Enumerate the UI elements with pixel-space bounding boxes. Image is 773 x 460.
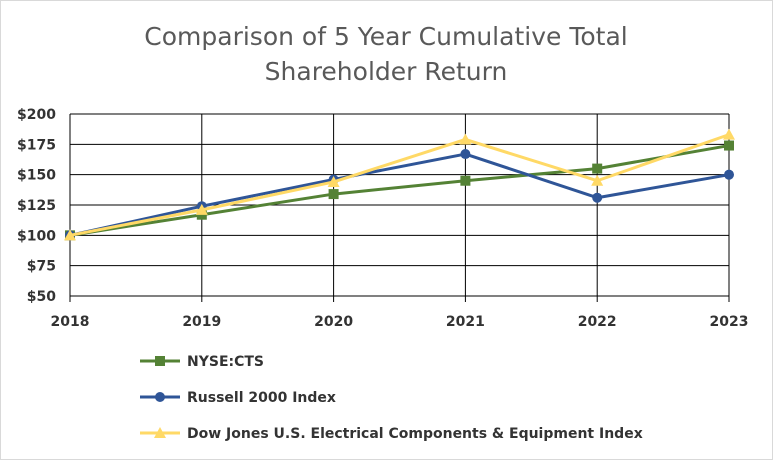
series-line xyxy=(69,144,730,237)
legend-entry-3: Dow Jones U.S. Electrical Components & E… xyxy=(140,426,643,442)
y-tick-label: $200 xyxy=(17,107,56,123)
data-point xyxy=(724,140,734,151)
legend-entry-1: NYSE:CTS xyxy=(140,354,264,370)
data-point xyxy=(195,203,208,215)
data-point xyxy=(328,189,339,200)
x-tick-label: 2021 xyxy=(446,314,485,330)
y-tick-label: $100 xyxy=(17,228,56,244)
legend-marker xyxy=(154,427,166,438)
chart-title-line-1: Comparison of 5 Year Cumulative Total xyxy=(144,22,627,51)
data-point xyxy=(460,149,471,160)
data-point xyxy=(592,163,603,174)
series-line xyxy=(69,133,730,237)
data-point xyxy=(592,192,603,203)
data-point xyxy=(724,169,734,180)
data-point xyxy=(64,229,76,241)
legend-label: Dow Jones U.S. Electrical Components & E… xyxy=(187,426,643,442)
y-tick-label: $50 xyxy=(27,289,56,305)
data-point xyxy=(723,128,735,140)
x-axis-ticks: 2018 2019 2020 2021 2022 2023 xyxy=(51,314,749,330)
series-layer xyxy=(64,128,735,241)
y-tick-label: $150 xyxy=(17,168,56,184)
legend: NYSE:CTS Russell 2000 Index Dow Jones U.S.… xyxy=(140,354,643,442)
series-3 xyxy=(64,128,735,241)
data-point xyxy=(591,174,604,186)
x-tick-label: 2022 xyxy=(578,314,617,330)
data-point xyxy=(460,175,471,186)
legend-entry-2: Russell 2000 Index xyxy=(140,390,336,406)
legend-label: NYSE:CTS xyxy=(187,354,264,370)
series-line xyxy=(69,152,730,237)
data-point xyxy=(459,133,472,145)
y-axis-ticks: $50 $75 $100 $125 $150 $175 $200 xyxy=(17,107,56,305)
y-tick-label: $175 xyxy=(17,137,56,153)
data-point xyxy=(327,175,340,187)
y-tick-label: $125 xyxy=(17,198,56,214)
x-tick-label: 2020 xyxy=(314,314,353,330)
x-tick-label: 2023 xyxy=(710,314,749,330)
chart-title-line-2: Shareholder Return xyxy=(265,57,508,86)
y-tick-label: $75 xyxy=(27,259,56,275)
legend-marker xyxy=(155,356,165,366)
x-tick-label: 2019 xyxy=(182,314,221,330)
legend-label: Russell 2000 Index xyxy=(187,390,336,406)
x-tick-label: 2018 xyxy=(51,314,90,330)
legend-marker xyxy=(155,392,165,402)
gridlines xyxy=(69,113,730,302)
